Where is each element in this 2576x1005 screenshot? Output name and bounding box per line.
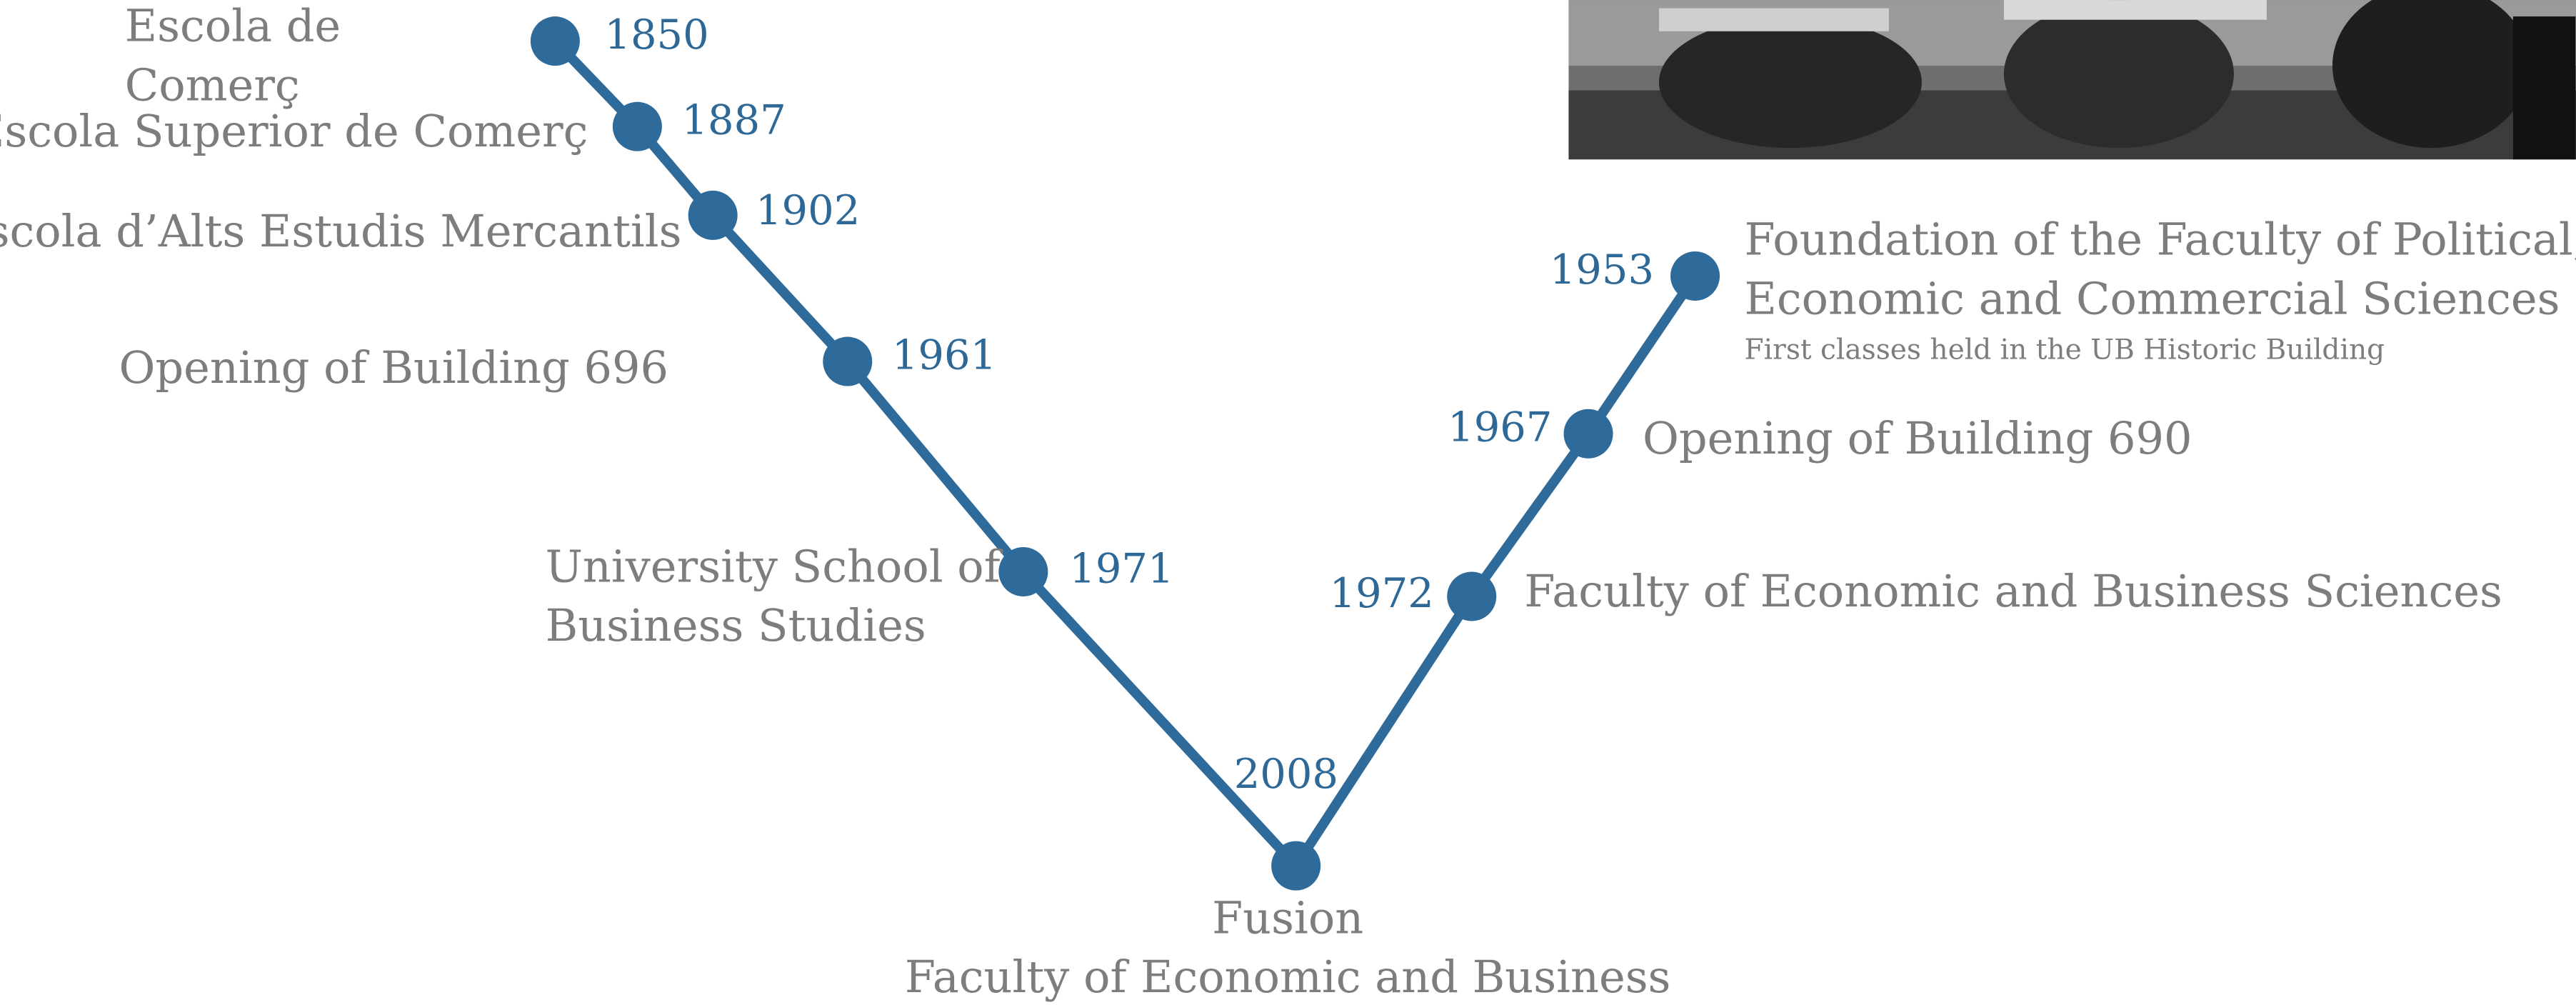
year: 1902 <box>756 186 860 234</box>
event-label: University School of <box>546 540 1003 592</box>
timeline-dot <box>823 337 872 386</box>
event-label: Escola d’Alts Estudis Mercantils <box>0 205 681 257</box>
timeline-line <box>555 41 1695 866</box>
timeline-dot <box>1271 841 1320 891</box>
event-label: Faculty of Economic and Business Science… <box>1524 565 2502 617</box>
timeline-dot <box>531 16 580 66</box>
event-label: Escola de <box>125 0 341 52</box>
event-label: Comerç <box>125 59 300 111</box>
year: 1961 <box>892 331 996 379</box>
event-label: Escola Superior de Comerç <box>0 105 588 157</box>
event-label: Faculty of Economic and Business <box>905 951 1671 1003</box>
photo <box>1568 0 2576 159</box>
year: 1967 <box>1448 404 1552 451</box>
timeline-dot <box>1670 251 1720 301</box>
year: 1850 <box>604 11 708 59</box>
year: 1953 <box>1550 246 1654 294</box>
event-label: Foundation of the Faculty of Political, <box>1745 214 2576 266</box>
timeline-dot <box>1564 409 1613 459</box>
year: 1887 <box>681 96 786 144</box>
event-label: Opening of Building 696 <box>119 341 668 394</box>
timeline-dot <box>1447 571 1496 621</box>
event-label: Business Studies <box>546 599 926 651</box>
timeline-dot <box>613 102 662 151</box>
year: 1972 <box>1330 569 1434 617</box>
timeline-dot <box>688 191 738 240</box>
event-label: Opening of Building 690 <box>1643 412 2192 464</box>
event-label: Fusion <box>1212 891 1363 944</box>
year: 1971 <box>1069 544 1173 592</box>
timeline-dot <box>998 547 1048 596</box>
event-note: First classes held in the UB Historic Bu… <box>1745 334 2385 366</box>
event-label: Economic and Commercial Sciences <box>1745 272 2560 324</box>
year: 2008 <box>1234 750 1338 798</box>
timeline: 1850 Escola de Comerç 1887 Escola Superior d… <box>0 0 2576 1005</box>
